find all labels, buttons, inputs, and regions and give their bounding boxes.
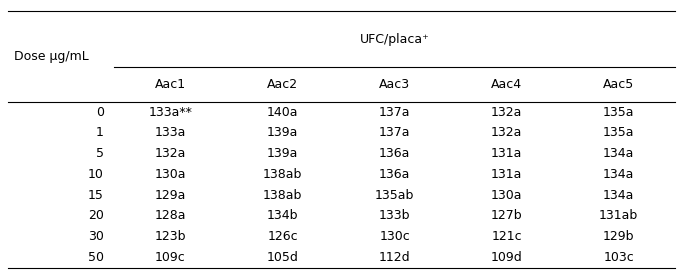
Text: UFC/placa⁺: UFC/placa⁺ xyxy=(360,33,429,45)
Text: 112d: 112d xyxy=(379,251,410,264)
Text: 15: 15 xyxy=(88,189,104,202)
Text: 139a: 139a xyxy=(266,147,298,160)
Text: 123b: 123b xyxy=(155,230,186,243)
Text: 127b: 127b xyxy=(491,210,523,222)
Text: 135a: 135a xyxy=(603,126,634,140)
Text: 129b: 129b xyxy=(603,230,634,243)
Text: 134a: 134a xyxy=(603,189,634,202)
Text: 0: 0 xyxy=(96,106,104,119)
Text: 139a: 139a xyxy=(266,126,298,140)
Text: 130a: 130a xyxy=(155,168,186,181)
Text: 1: 1 xyxy=(96,126,104,140)
Text: 109d: 109d xyxy=(490,251,523,264)
Text: 133a: 133a xyxy=(155,126,186,140)
Text: 105d: 105d xyxy=(266,251,299,264)
Text: 129a: 129a xyxy=(155,189,186,202)
Text: 138ab: 138ab xyxy=(263,168,302,181)
Text: 138ab: 138ab xyxy=(263,189,302,202)
Text: 132a: 132a xyxy=(491,106,523,119)
Text: 137a: 137a xyxy=(379,126,410,140)
Text: 30: 30 xyxy=(88,230,104,243)
Text: 140a: 140a xyxy=(266,106,298,119)
Text: 133b: 133b xyxy=(379,210,410,222)
Text: 134a: 134a xyxy=(603,147,634,160)
Text: 10: 10 xyxy=(88,168,104,181)
Text: 130a: 130a xyxy=(491,189,523,202)
Text: 131a: 131a xyxy=(491,147,523,160)
Text: 103c: 103c xyxy=(603,251,634,264)
Text: 134a: 134a xyxy=(603,168,634,181)
Text: 135a: 135a xyxy=(603,106,634,119)
Text: Aac1: Aac1 xyxy=(155,78,186,91)
Text: 132a: 132a xyxy=(491,126,523,140)
Text: 128a: 128a xyxy=(155,210,186,222)
Text: 133a**: 133a** xyxy=(149,106,192,119)
Text: 50: 50 xyxy=(88,251,104,264)
Text: 20: 20 xyxy=(88,210,104,222)
Text: 136a: 136a xyxy=(379,147,410,160)
Text: 121c: 121c xyxy=(491,230,522,243)
Text: 131a: 131a xyxy=(491,168,523,181)
Text: 130c: 130c xyxy=(379,230,410,243)
Text: Aac4: Aac4 xyxy=(491,78,522,91)
Text: 5: 5 xyxy=(96,147,104,160)
Text: 134b: 134b xyxy=(266,210,298,222)
Text: 132a: 132a xyxy=(155,147,186,160)
Text: 136a: 136a xyxy=(379,168,410,181)
Text: Dose μg/mL: Dose μg/mL xyxy=(14,50,88,63)
Text: 126c: 126c xyxy=(267,230,298,243)
Text: 109c: 109c xyxy=(155,251,186,264)
Text: 135ab: 135ab xyxy=(375,189,414,202)
Text: Aac5: Aac5 xyxy=(603,78,634,91)
Text: 137a: 137a xyxy=(379,106,410,119)
Text: Aac3: Aac3 xyxy=(379,78,410,91)
Text: 131ab: 131ab xyxy=(599,210,638,222)
Text: Aac2: Aac2 xyxy=(267,78,298,91)
